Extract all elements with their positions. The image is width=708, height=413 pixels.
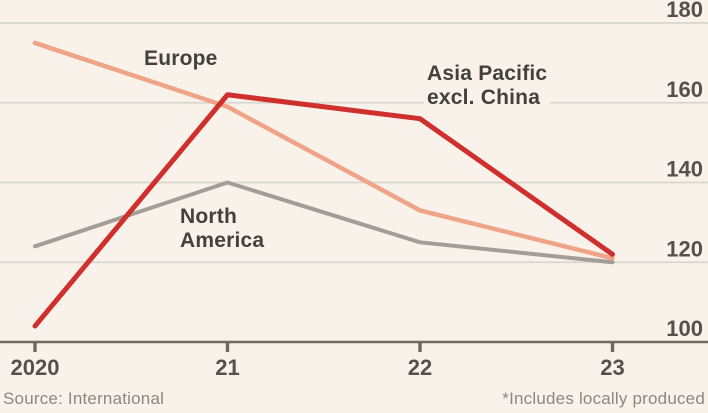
source-note: Source: International [3,389,165,408]
y-tick-label-100: 100 [666,316,703,341]
y-tick-label-180: 180 [666,0,703,22]
series-label-europe: Europe [141,47,221,71]
x-tick-label-23: 23 [600,355,624,380]
x-tick-label-21: 21 [215,355,239,380]
y-tick-label-140: 140 [666,157,703,182]
chart-footer: Source: International *Includes locally … [0,389,708,409]
series-line-north-america [33,180,615,265]
footnote: *Includes locally produced [502,389,705,408]
series-line-asia-pacific-excl-china [32,92,615,329]
series-label-asia-pacific-excl-china: Asia Pacific excl. China [424,62,551,110]
series-label-north-america: North America [177,205,268,253]
series-line-europe [32,40,615,261]
y-tick-label-160: 160 [666,77,703,102]
x-tick-label-22: 22 [408,355,432,380]
x-tick-label-2020: 2020 [11,355,60,380]
y-tick-label-120: 120 [666,236,703,261]
